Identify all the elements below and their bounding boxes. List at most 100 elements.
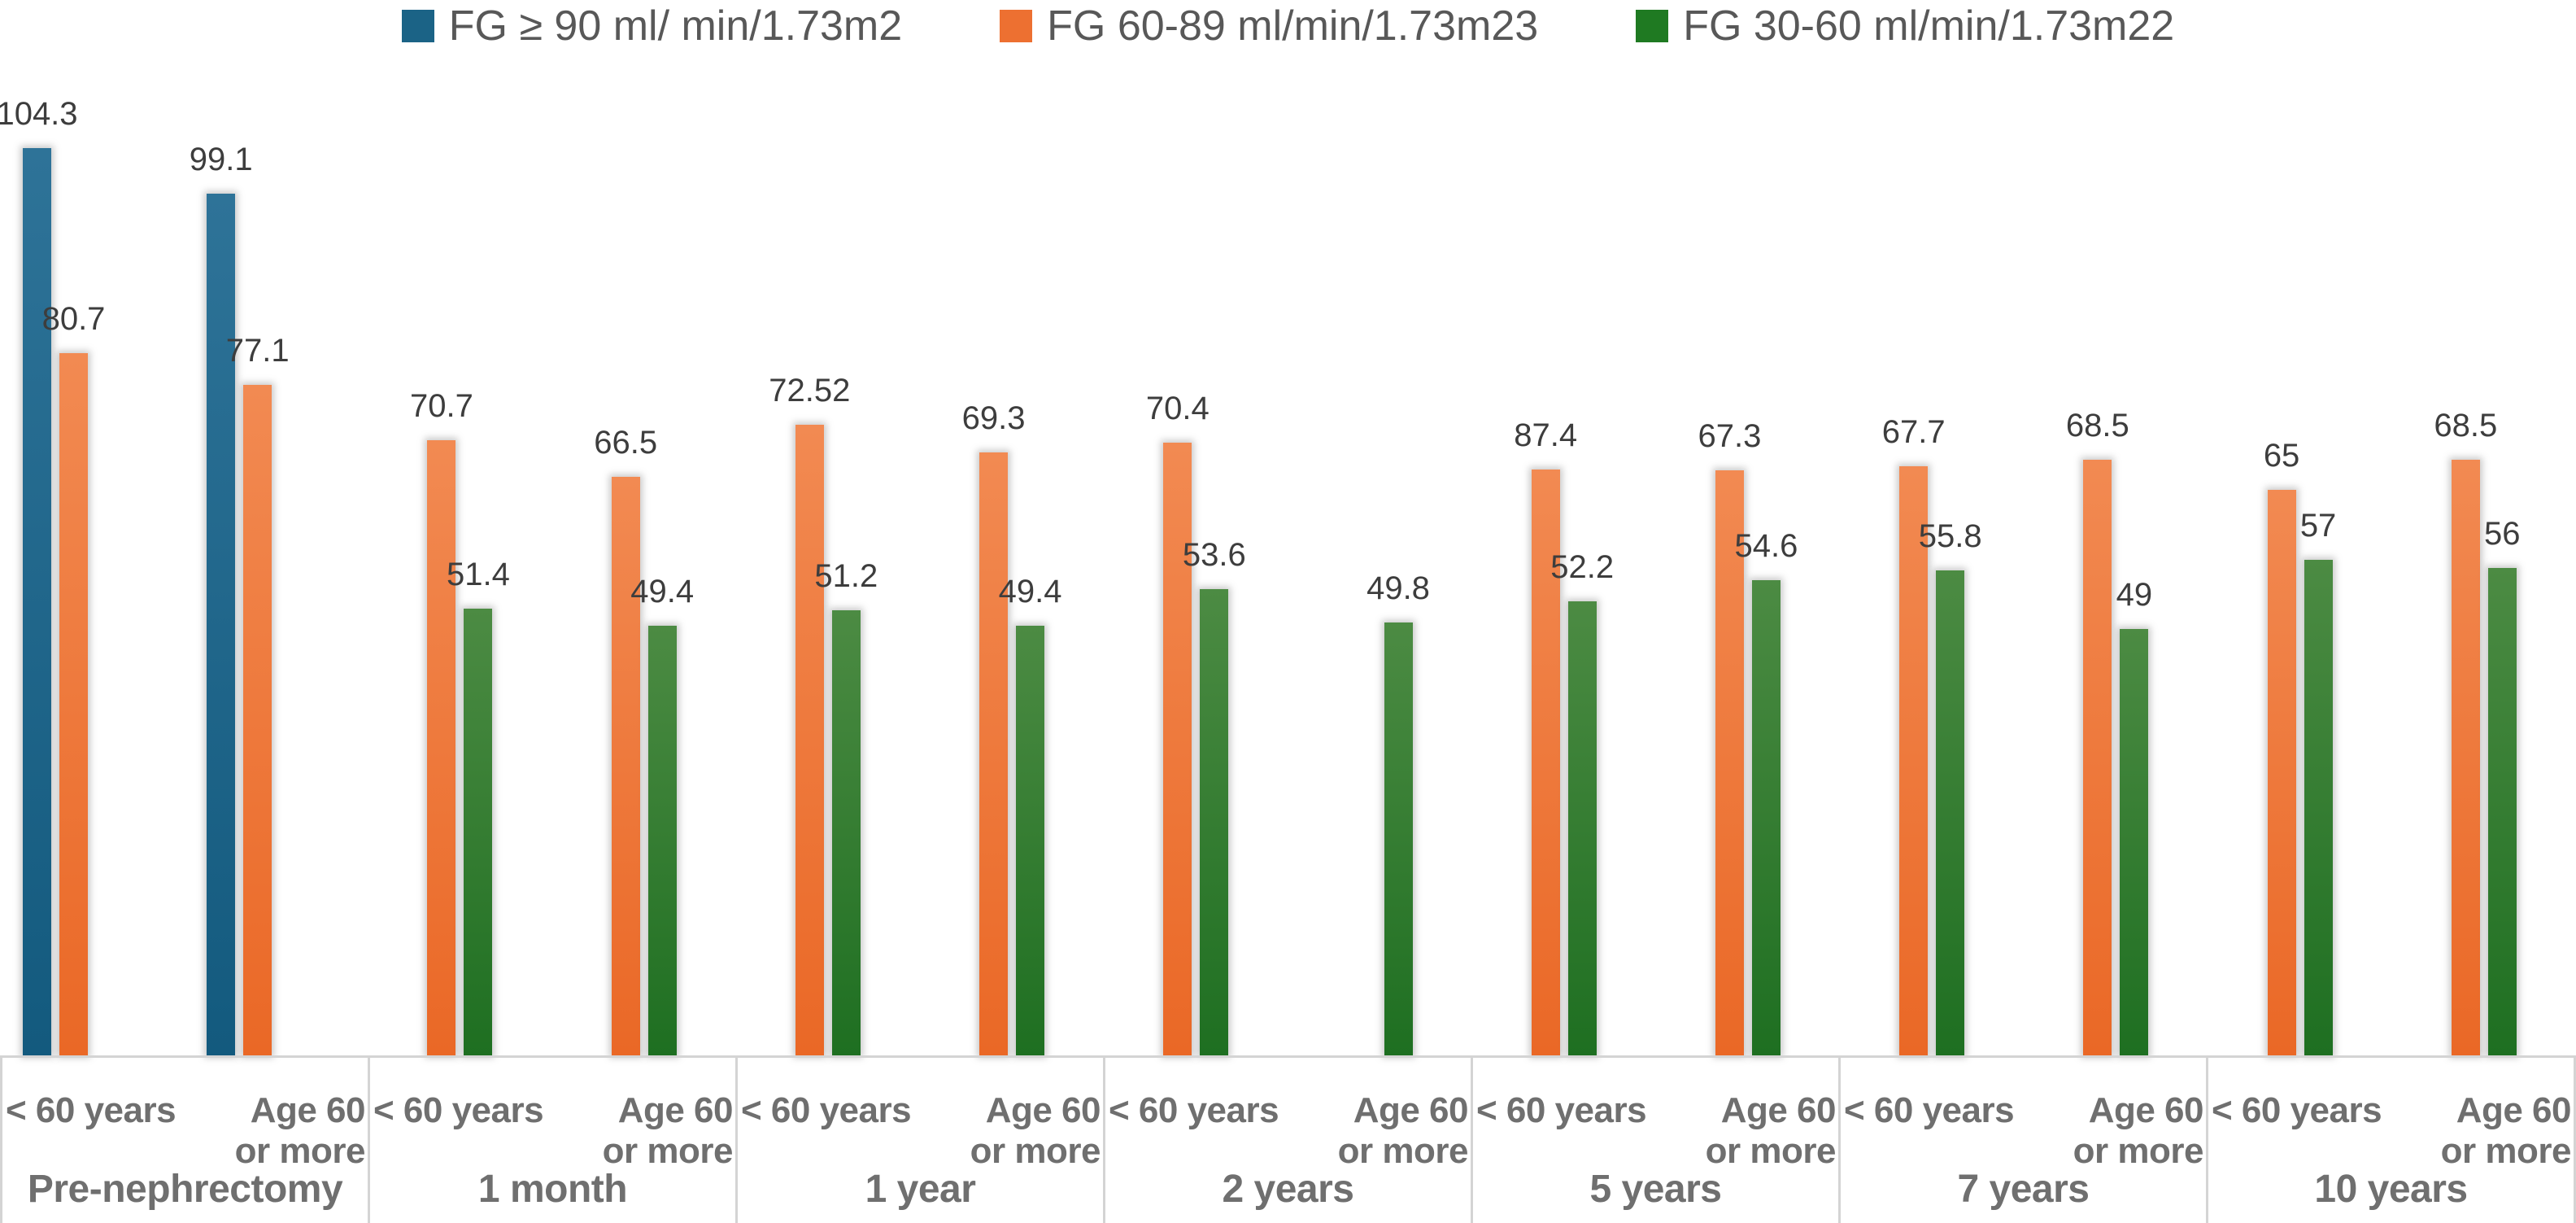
bar [2083, 459, 2112, 1055]
bar-value-label: 49.8 [1366, 570, 1430, 606]
axis-sublabel-under60: < 60 years [1109, 1090, 1279, 1130]
bar-value-label: 56 [2484, 516, 2521, 553]
bar-value-label: 49.4 [630, 573, 695, 609]
plot-area: 104.3 80.7 99.1 77.1 70.7 51.4 66.5 49.4 72.52 51… [0, 0, 2576, 1055]
axis-group-label: 10 years [2314, 1168, 2468, 1211]
bar [427, 440, 456, 1055]
bar [2267, 490, 2296, 1055]
axis-group-cell-2: < 60 years Age 60 or more 1 year [738, 1058, 1105, 1223]
axis-group-cell-1: < 60 years Age 60 or more 1 month [370, 1058, 738, 1223]
axis-sublabel-under60: < 60 years [1476, 1090, 1647, 1130]
bar [831, 609, 861, 1055]
axis-group-cell-3: < 60 years Age 60 or more 2 years [1105, 1058, 1473, 1223]
legend-label: FG 30-60 ml/min/1.73m22 [1683, 2, 2175, 50]
bar-value-label: 70.4 [1145, 391, 1210, 427]
legend-label: FG ≥ 90 ml/ min/1.73m2 [448, 2, 903, 50]
bar [1016, 625, 1045, 1055]
axis-sublabel-under60: < 60 years [2212, 1090, 2382, 1130]
bar-value-label: 49 [2116, 577, 2153, 614]
axis-group-label: 1 year [865, 1168, 976, 1211]
axis-group-label: 1 month [477, 1168, 628, 1211]
legend-swatch-icon [1000, 10, 1033, 42]
bar-value-label: 67.7 [1881, 414, 1946, 451]
x-axis-band: < 60 years Age 60 or more Pre-nephrectomy < … [0, 1055, 2576, 1223]
legend-item-series-0: FG ≥ 90 ml/ min/1.73m2 [401, 2, 903, 50]
bar-value-label: 69.3 [961, 400, 1026, 437]
bar [207, 193, 236, 1055]
bar-subgroup: 68.5 49 [2024, 0, 2208, 1055]
bar [611, 477, 640, 1055]
bar-value-label: 52.2 [1550, 548, 1615, 585]
bar [1899, 466, 1929, 1055]
bar-value-label: 70.7 [409, 388, 473, 425]
bar-value-label: 66.5 [594, 425, 658, 461]
bar [243, 384, 272, 1055]
bar-value-label: 65 [2263, 438, 2300, 474]
bar-value-label: 67.3 [1698, 417, 1762, 454]
legend-item-series-2: FG 30-60 ml/min/1.73m22 [1636, 2, 2174, 50]
axis-sublabel-under60: < 60 years [741, 1090, 912, 1130]
bar [23, 148, 51, 1055]
bar-subgroup: 67.3 54.6 [1656, 0, 1840, 1055]
axis-sublabel-under60: < 60 years [373, 1090, 544, 1130]
bar [1531, 469, 1560, 1055]
bar-value-label: 51.4 [446, 556, 510, 592]
axis-group-label: 7 years [1957, 1168, 2090, 1211]
bar [1384, 622, 1413, 1055]
axis-sublabel-age60plus: Age 60 or more [1705, 1090, 1837, 1171]
bar [2304, 559, 2333, 1055]
bar [1936, 570, 1965, 1055]
bar [2120, 629, 2149, 1055]
bar-subgroup: 104.3 80.7 [0, 0, 184, 1055]
bar-value-label: 54.6 [1734, 528, 1798, 565]
bar-subgroup: 67.7 55.8 [1840, 0, 2024, 1055]
bar-value-label: 77.1 [225, 332, 290, 369]
axis-group-label: 2 years [1222, 1168, 1355, 1211]
bar-subgroup: 72.52 51.2 [736, 0, 920, 1055]
bar [979, 452, 1009, 1055]
bar [2451, 459, 2480, 1055]
legend-swatch-icon [1636, 10, 1669, 42]
axis-group-label: Pre-nephrectomy [27, 1168, 343, 1211]
bar [1567, 601, 1597, 1055]
bar-value-label: 104.3 [0, 96, 78, 133]
bar-subgroup: 68.5 56 [2392, 0, 2576, 1055]
bar [1200, 589, 1229, 1055]
axis-group-cell-4: < 60 years Age 60 or more 5 years [1473, 1058, 1841, 1223]
bar-value-label: 80.7 [41, 301, 106, 338]
axis-sublabel-under60: < 60 years [1844, 1090, 2015, 1130]
legend-label: FG 60-89 ml/min/1.73m23 [1047, 2, 1539, 50]
axis-sublabel-age60plus: Age 60 or more [2440, 1090, 2572, 1171]
bar-value-label: 87.4 [1514, 417, 1578, 453]
legend-swatch-icon [401, 10, 434, 42]
bar [464, 608, 493, 1055]
bar [795, 424, 824, 1055]
axis-sublabel-age60plus: Age 60 or more [602, 1090, 734, 1171]
bar-value-label: 68.5 [2434, 407, 2498, 443]
bar-value-label: 68.5 [2065, 407, 2129, 443]
axis-group-cell-6: < 60 years Age 60 or more 10 years [2208, 1058, 2576, 1223]
axis-sublabel-age60plus: Age 60 or more [2073, 1090, 2204, 1171]
bar-subgroup: 69.3 49.4 [920, 0, 1104, 1055]
bar-subgroup: 49.8 [1288, 0, 1472, 1055]
bar-value-label: 53.6 [1182, 537, 1246, 574]
bar-subgroup: 70.7 51.4 [368, 0, 551, 1055]
bar [59, 353, 88, 1055]
axis-group-cell-5: < 60 years Age 60 or more 7 years [1841, 1058, 2208, 1223]
bar [1163, 443, 1192, 1055]
bar-value-label: 57 [2299, 507, 2337, 544]
bar-value-label: 49.4 [998, 573, 1062, 609]
bar-subgroup: 99.1 77.1 [184, 0, 368, 1055]
chart-legend: FG ≥ 90 ml/ min/1.73m2 FG 60-89 ml/min/1.… [0, 2, 2576, 50]
axis-sublabel-age60plus: Age 60 or more [1337, 1090, 1469, 1171]
axis-sublabel-age60plus: Age 60 or more [234, 1090, 366, 1171]
legend-item-series-1: FG 60-89 ml/min/1.73m23 [1000, 2, 1538, 50]
bar-value-label: 99.1 [189, 141, 253, 177]
bar-value-label: 72.52 [769, 372, 851, 408]
bar [1715, 470, 1744, 1055]
axis-sublabel-under60: < 60 years [6, 1090, 177, 1130]
bar-subgroup: 66.5 49.4 [552, 0, 736, 1055]
bar-subgroup: 87.4 52.2 [1472, 0, 1656, 1055]
bar [2487, 568, 2517, 1055]
